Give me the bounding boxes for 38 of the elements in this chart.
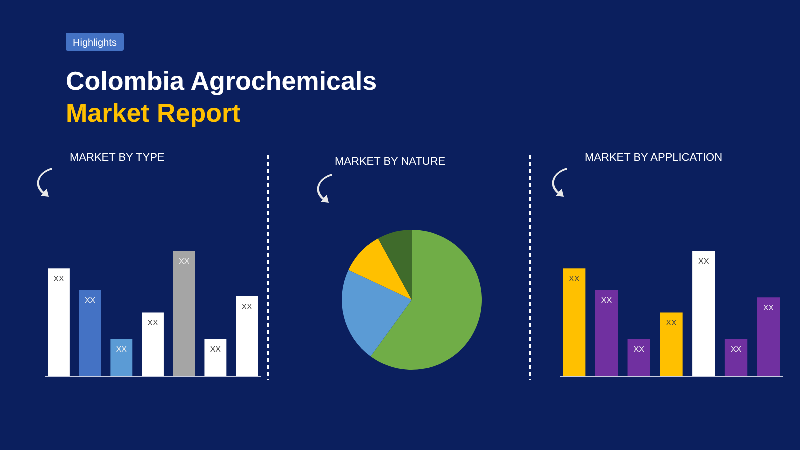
bar (628, 339, 650, 377)
annotation: XX (116, 345, 128, 354)
bar (48, 268, 70, 377)
annotation: XX (698, 257, 710, 266)
text: Market Report (66, 98, 242, 128)
annotation: XX (242, 302, 254, 312)
annotation: XX (179, 257, 190, 266)
bar (110, 339, 133, 377)
text: Highlights (73, 38, 117, 49)
annotation: XX (54, 274, 65, 284)
annotation: XX (84, 296, 96, 306)
annotation: XX (730, 345, 742, 354)
bar (173, 251, 196, 377)
chart-title: MARKET BY TYPE (70, 152, 165, 164)
bar (757, 298, 780, 377)
pie-slice (378, 230, 412, 300)
pie-slice (370, 230, 482, 370)
pie-slice (342, 270, 412, 357)
bar (595, 290, 618, 377)
annotation: XX (601, 296, 613, 306)
bar (692, 251, 716, 377)
annotation: XX (666, 318, 678, 328)
bar (724, 339, 748, 377)
bar (660, 312, 683, 377)
annotation: XX (210, 345, 222, 354)
annotation: XX (634, 345, 646, 354)
bar (236, 296, 258, 377)
chart-title: MARKET BY NATURE (335, 156, 446, 168)
chart-title: MARKET BY APPLICATION (585, 152, 723, 164)
bar (563, 268, 586, 377)
annotation: XX (148, 318, 159, 328)
annotation: XX (763, 304, 775, 313)
bar (142, 312, 164, 377)
bar (204, 339, 227, 377)
annotation: XX (569, 274, 580, 284)
pie-slice (348, 238, 412, 300)
text: Colombia Agrochemicals (66, 66, 378, 96)
bar (79, 290, 102, 377)
